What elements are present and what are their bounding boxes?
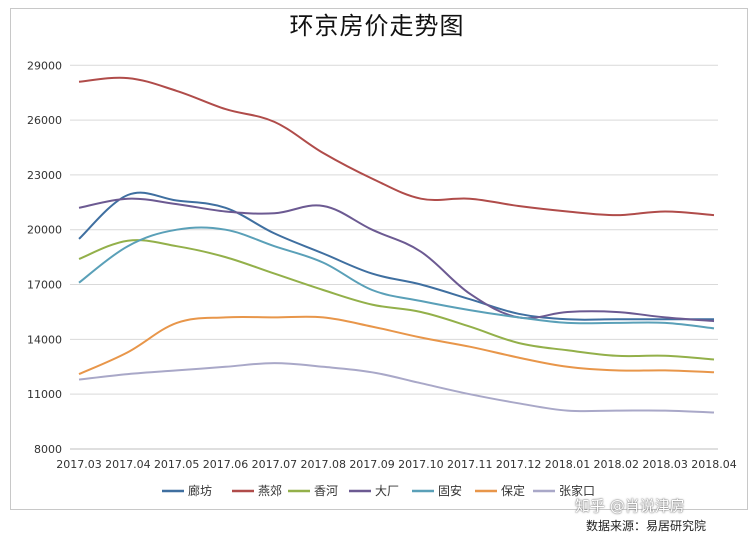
x-tick-label: 2017.08 [300,458,346,471]
legend-label: 张家口 [559,483,595,498]
x-tick-label: 2017.07 [252,458,298,471]
series-line-5 [78,315,715,375]
legend-label: 廊坊 [188,483,212,498]
chart-title: 环京房价走势图 [289,12,465,40]
x-tick-label: 2017.11 [447,458,493,471]
source-note: 数据来源：易居研究院 [586,519,707,533]
x-tick-label: 2018.03 [642,458,688,471]
y-tick-label: 23000 [27,169,62,182]
y-tick-label: 26000 [27,114,62,127]
watermark-text: 知乎 @肖说津房 [575,497,685,515]
legend-label: 固安 [438,483,462,498]
legend-label: 大厂 [375,484,399,498]
series-line-1 [78,76,715,217]
x-tick-label: 2018.01 [545,458,591,471]
legend-label: 香河 [314,484,338,498]
x-tick-label: 2017.04 [105,458,151,471]
y-tick-label: 11000 [27,388,62,401]
y-tick-label: 8000 [34,443,62,456]
x-tick-label: 2017.10 [398,458,444,471]
chart-frame [10,8,748,510]
x-axis-ticks: 2017.03 2017.04 2017.05 2017.06 2017.07 2017.… [56,458,737,471]
x-tick-label: 2017.12 [496,458,542,471]
series-line-2 [78,239,715,361]
gridlines [70,64,718,450]
x-tick-label: 2017.05 [154,458,200,471]
series-line-3 [78,197,715,323]
y-tick-label: 29000 [27,59,62,72]
legend-label: 燕郊 [258,484,282,498]
y-axis-ticks: 8000 11000 14000 17000 20000 23000 26000 29000 [27,59,62,456]
x-tick-label: 2018.04 [691,458,737,471]
y-tick-label: 14000 [27,333,62,346]
x-tick-label: 2017.09 [349,458,395,471]
series-line-6 [78,362,715,414]
series-lines [78,76,715,414]
x-tick-label: 2017.03 [56,458,102,471]
series-line-0 [78,191,714,321]
y-tick-label: 17000 [27,279,62,292]
legend: 廊坊 燕郊 香河 大厂 固安 保定 张家口 [162,483,595,498]
series-line-4 [78,226,715,330]
y-tick-label: 20000 [27,224,62,237]
legend-label: 保定 [501,483,525,498]
x-tick-label: 2018.02 [594,458,640,471]
x-tick-label: 2017.06 [203,458,249,471]
